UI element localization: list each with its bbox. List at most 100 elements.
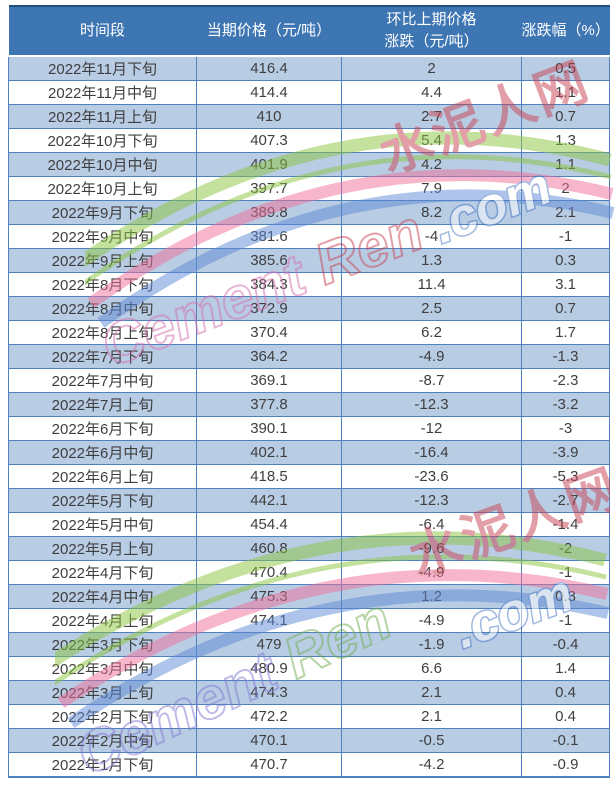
table-row: 2022年4月中旬 475.3 1.2 0.3 [8,584,610,609]
cell-period: 2022年6月中旬 [8,440,197,465]
cell-change-rate: 1.1 [521,152,610,177]
cell-price-change: -4.9 [341,560,522,585]
cell-change-rate: 3.1 [521,272,610,297]
cell-current-price: 369.1 [196,368,342,393]
cell-price-change: -1.9 [341,632,522,657]
table-row: 2022年11月中旬 414.4 4.4 1.1 [8,80,610,105]
cell-price-change: -4.2 [341,752,522,778]
cell-change-rate: 1.3 [521,128,610,153]
cell-period: 2022年9月上旬 [8,248,197,273]
table-row: 2022年11月下旬 416.4 2 0.5 [8,55,610,81]
cell-current-price: 470.1 [196,728,342,753]
cell-period: 2022年8月上旬 [8,320,197,345]
cell-current-price: 401.9 [196,152,342,177]
cell-change-rate: -3.9 [521,440,610,465]
cell-price-change: 8.2 [341,200,522,225]
cell-current-price: 442.1 [196,488,342,513]
cell-period: 2022年5月下旬 [8,488,197,513]
cell-period: 2022年4月下旬 [8,560,197,585]
table-row: 2022年3月下旬 479 -1.9 -0.4 [8,632,610,657]
table-row: 2022年9月中旬 381.6 -4 -1 [8,224,610,249]
cell-change-rate: -0.9 [521,752,610,778]
cell-price-change: -16.4 [341,440,522,465]
cell-period: 2022年3月上旬 [8,680,197,705]
cell-current-price: 397.7 [196,176,342,201]
table-row: 2022年7月下旬 364.2 -4.9 -1.3 [8,344,610,369]
cell-price-change: 4.4 [341,80,522,105]
cell-price-change: 2.1 [341,704,522,729]
table-row: 2022年9月上旬 385.6 1.3 0.3 [8,248,610,273]
cell-period: 2022年2月下旬 [8,704,197,729]
header-period-label: 时间段 [79,22,125,40]
cell-period: 2022年7月下旬 [8,344,197,369]
cell-change-rate: -0.1 [521,728,610,753]
cell-period: 2022年11月下旬 [8,55,197,81]
cell-current-price: 402.1 [196,440,342,465]
cell-current-price: 385.6 [196,248,342,273]
cell-current-price: 454.4 [196,512,342,537]
cell-current-price: 414.4 [196,80,342,105]
cell-change-rate: -2 [521,536,610,561]
cell-price-change: 6.2 [341,320,522,345]
cell-price-change: -8.7 [341,368,522,393]
cell-current-price: 381.6 [196,224,342,249]
table-row: 2022年8月下旬 384.3 11.4 3.1 [8,272,610,297]
cell-price-change: 7.9 [341,176,522,201]
table-row: 2022年5月中旬 454.4 -6.4 -1.4 [8,512,610,537]
cell-price-change: -4 [341,224,522,249]
cell-change-rate: -3 [521,416,610,441]
cell-price-change: 4.2 [341,152,522,177]
table-row: 2022年7月上旬 377.8 -12.3 -3.2 [8,392,610,417]
table-row: 2022年1月下旬 470.7 -4.2 -0.9 [8,752,610,778]
cell-change-rate: -1.3 [521,344,610,369]
cell-price-change: 2.5 [341,296,522,321]
cell-price-change: 11.4 [341,272,522,297]
table-row: 2022年5月下旬 442.1 -12.3 -2.7 [8,488,610,513]
cell-change-rate: 1.7 [521,320,610,345]
cell-price-change: 1.2 [341,584,522,609]
cell-price-change: -0.5 [341,728,522,753]
header-change-rate-label: 涨跌幅（%） [521,22,610,40]
header-row: 时间段 当期价格（元/吨） 环比上期价格 涨跌（元/吨） 涨跌幅（%） [8,6,610,57]
cell-change-rate: -1 [521,224,610,249]
page: 时间段 当期价格（元/吨） 环比上期价格 涨跌（元/吨） 涨跌幅（%） 2022… [8,5,610,778]
cell-current-price: 390.1 [196,416,342,441]
cell-current-price: 364.2 [196,344,342,369]
cell-period: 2022年5月中旬 [8,512,197,537]
cell-price-change: -9.6 [341,536,522,561]
header-price-change-line2: 涨跌（元/吨） [384,33,479,50]
cell-period: 2022年3月中旬 [8,656,197,681]
cell-current-price: 474.3 [196,680,342,705]
cell-period: 2022年8月下旬 [8,272,197,297]
cell-change-rate: 2 [521,176,610,201]
cell-current-price: 479 [196,632,342,657]
cell-price-change: 5.4 [341,128,522,153]
table-row: 2022年5月上旬 460.8 -9.6 -2 [8,536,610,561]
table-row: 2022年6月下旬 390.1 -12 -3 [8,416,610,441]
cell-current-price: 372.9 [196,296,342,321]
cell-change-rate: 2.1 [521,200,610,225]
cell-period: 2022年10月上旬 [8,176,197,201]
table-row: 2022年9月下旬 389.8 8.2 2.1 [8,200,610,225]
table-row: 2022年8月中旬 372.9 2.5 0.7 [8,296,610,321]
cell-price-change: 2.1 [341,680,522,705]
header-current-price: 当期价格（元/吨） [196,6,342,57]
cell-current-price: 370.4 [196,320,342,345]
cell-period: 2022年9月中旬 [8,224,197,249]
cell-change-rate: -0.4 [521,632,610,657]
cell-price-change: 2.7 [341,104,522,129]
cell-change-rate: -1 [521,560,610,585]
cell-change-rate: 1.4 [521,656,610,681]
cell-price-change: -12.3 [341,392,522,417]
cell-period: 2022年7月上旬 [8,392,197,417]
cell-current-price: 410 [196,104,342,129]
cell-period: 2022年7月中旬 [8,368,197,393]
cell-change-rate: -5.3 [521,464,610,489]
table-body: 2022年11月下旬 416.4 2 0.5 2022年11月中旬 414.4 4.4 1.1… [8,55,610,778]
table-row: 2022年3月上旬 474.3 2.1 0.4 [8,680,610,705]
header-current-price-label: 当期价格（元/吨） [206,22,332,40]
cell-change-rate: 0.7 [521,104,610,129]
cell-current-price: 377.8 [196,392,342,417]
header-period: 时间段 [8,6,197,57]
cell-price-change: -12.3 [341,488,522,513]
